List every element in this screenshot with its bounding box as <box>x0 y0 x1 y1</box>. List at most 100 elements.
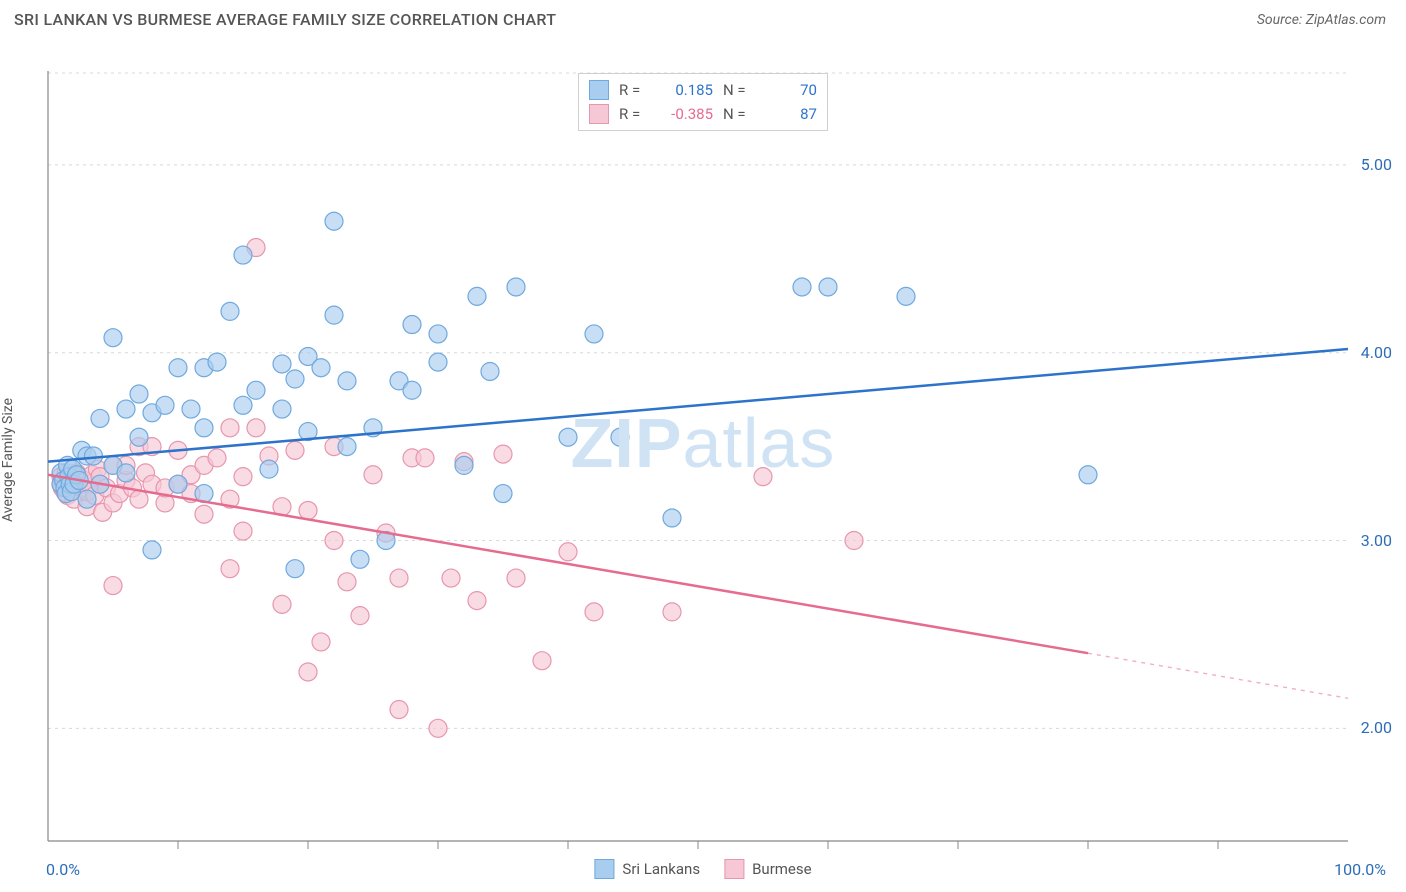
legend-item: Sri Lankans <box>594 859 700 879</box>
data-point <box>754 468 772 486</box>
source-label: Source: ZipAtlas.com <box>1257 12 1386 28</box>
data-point <box>663 603 681 621</box>
y-tick-label: 5.00 <box>1361 155 1392 174</box>
data-point <box>403 316 421 334</box>
legend-label: Burmese <box>752 860 812 878</box>
data-point <box>195 505 213 523</box>
legend-swatch <box>589 80 609 100</box>
data-point <box>559 428 577 446</box>
data-point <box>104 577 122 595</box>
r-value: -0.385 <box>657 105 713 123</box>
data-point <box>169 475 187 493</box>
data-point <box>234 468 252 486</box>
y-axis-label: Average Family Size <box>0 398 16 522</box>
data-point <box>494 485 512 503</box>
data-point <box>273 595 291 613</box>
r-value: 0.185 <box>657 81 713 99</box>
data-point <box>234 246 252 264</box>
data-point <box>403 381 421 399</box>
data-point <box>91 409 109 427</box>
data-point <box>260 460 278 478</box>
trend-line-2-extrapolated <box>1088 653 1348 698</box>
data-point <box>507 278 525 296</box>
legend-item: Burmese <box>724 859 812 879</box>
data-point <box>286 560 304 578</box>
data-point <box>221 419 239 437</box>
data-point <box>455 456 473 474</box>
data-point <box>663 509 681 527</box>
scatter-plot-svg <box>0 35 1406 855</box>
r-label: R = <box>619 105 647 123</box>
data-point <box>221 560 239 578</box>
n-label: N = <box>723 81 751 99</box>
data-point <box>273 355 291 373</box>
y-tick-label: 4.00 <box>1361 343 1392 362</box>
data-point <box>351 607 369 625</box>
data-point <box>234 396 252 414</box>
data-point <box>312 359 330 377</box>
data-point <box>819 278 837 296</box>
data-point <box>429 719 447 737</box>
data-point <box>481 362 499 380</box>
data-point <box>247 381 265 399</box>
data-point <box>533 652 551 670</box>
r-label: R = <box>619 81 647 99</box>
data-point <box>299 663 317 681</box>
legend-swatch <box>724 859 744 879</box>
legend-label: Sri Lankans <box>622 860 700 878</box>
data-point <box>143 541 161 559</box>
data-point <box>585 325 603 343</box>
data-point <box>273 400 291 418</box>
data-point <box>585 603 603 621</box>
data-point <box>494 445 512 463</box>
data-point <box>338 438 356 456</box>
data-point <box>390 569 408 587</box>
data-point <box>234 522 252 540</box>
data-point <box>845 532 863 550</box>
trend-line-2 <box>48 475 1088 653</box>
data-point <box>195 419 213 437</box>
data-point <box>117 464 135 482</box>
n-value: 87 <box>761 105 817 123</box>
data-point <box>208 353 226 371</box>
data-point <box>117 400 135 418</box>
legend-row: R = 0.185 N = 70 <box>589 78 817 102</box>
y-tick-label: 2.00 <box>1361 718 1392 737</box>
data-point <box>611 428 629 446</box>
data-point <box>299 501 317 519</box>
data-point <box>338 573 356 591</box>
data-point <box>182 400 200 418</box>
data-point <box>897 287 915 305</box>
data-point <box>429 325 447 343</box>
x-axis-min-label: 0.0% <box>46 860 80 879</box>
data-point <box>325 306 343 324</box>
n-label: N = <box>723 105 751 123</box>
data-point <box>338 372 356 390</box>
x-axis-max-label: 100.0% <box>1334 860 1386 879</box>
data-point <box>312 633 330 651</box>
data-point <box>208 449 226 467</box>
data-point <box>1079 466 1097 484</box>
data-point <box>507 569 525 587</box>
data-point <box>325 532 343 550</box>
data-point <box>156 396 174 414</box>
correlation-legend: R = 0.185 N = 70 R = -0.385 N = 87 <box>578 73 828 131</box>
data-point <box>468 592 486 610</box>
data-point <box>390 701 408 719</box>
data-point <box>429 353 447 371</box>
data-point <box>169 359 187 377</box>
chart-area: Average Family Size ZIPatlas R =0.185N =… <box>0 35 1406 885</box>
data-point <box>468 287 486 305</box>
data-point <box>130 385 148 403</box>
legend-row: R = -0.385 N = 87 <box>589 102 817 126</box>
legend-swatch <box>589 104 609 124</box>
n-value: 70 <box>761 81 817 99</box>
data-point <box>416 449 434 467</box>
data-point <box>364 466 382 484</box>
data-point <box>78 490 96 508</box>
y-tick-label: 3.00 <box>1361 531 1392 550</box>
data-point <box>247 419 265 437</box>
data-point <box>130 490 148 508</box>
data-point <box>442 569 460 587</box>
data-point <box>351 550 369 568</box>
